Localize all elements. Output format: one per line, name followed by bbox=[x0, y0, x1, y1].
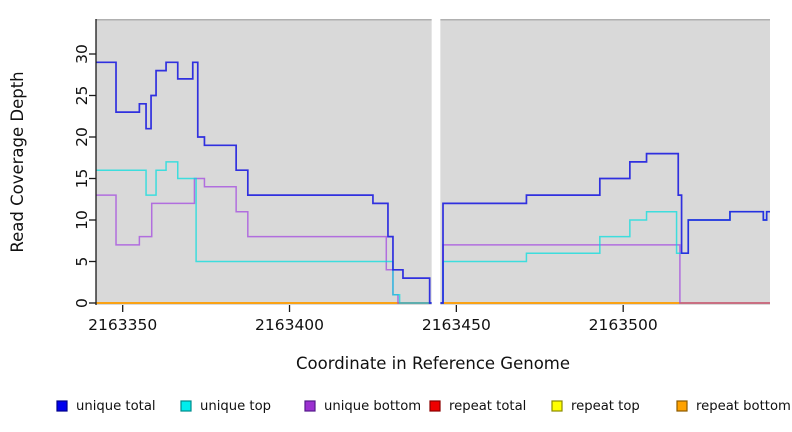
legend-swatch-repeat-total bbox=[429, 400, 441, 412]
legend-item-repeat-top: repeat top bbox=[551, 399, 640, 414]
legend-swatch-repeat-top bbox=[551, 400, 563, 412]
y-tick-label: 30 bbox=[73, 44, 91, 64]
y-tick-label: 15 bbox=[73, 169, 91, 189]
legend-label: unique bottom bbox=[324, 399, 421, 414]
legend-swatch-repeat-bottom bbox=[676, 400, 688, 412]
x-tick-label: 2163500 bbox=[589, 316, 658, 334]
y-axis-title: Read Coverage Depth bbox=[8, 71, 27, 252]
legend-item-unique-top: unique top bbox=[180, 399, 271, 414]
missing-data-gap-band bbox=[431, 18, 441, 306]
legend-swatch-unique-top bbox=[180, 400, 192, 412]
legend-swatch-unique-total bbox=[56, 400, 68, 412]
legend-item-unique-total: unique total bbox=[56, 399, 156, 414]
x-tick-label: 2163400 bbox=[255, 316, 324, 334]
axis-labels: 0 5 10 15 20 25 30 2163350 2163400 2163450 2163500… bbox=[8, 44, 658, 373]
y-tick-label: 10 bbox=[73, 210, 91, 230]
y-tick-label: 0 bbox=[73, 298, 91, 308]
legend-label: unique top bbox=[200, 399, 271, 414]
y-tick-label: 5 bbox=[73, 257, 91, 267]
legend-item-repeat-total: repeat total bbox=[429, 399, 526, 414]
x-axis-title: Coordinate in Reference Genome bbox=[296, 354, 570, 373]
axes-and-ticks bbox=[89, 19, 624, 312]
legend-swatch-unique-bottom bbox=[304, 400, 316, 412]
x-tick-label: 2163350 bbox=[88, 316, 157, 334]
legend-label: repeat top bbox=[571, 399, 640, 414]
y-tick-label: 25 bbox=[73, 86, 91, 106]
legend-label: repeat bottom bbox=[696, 399, 791, 414]
legend: unique total unique top unique bottom repea… bbox=[56, 399, 791, 414]
legend-label: unique total bbox=[76, 399, 156, 414]
legend-item-repeat-bottom: repeat bottom bbox=[676, 399, 791, 414]
x-tick-label: 2163450 bbox=[422, 316, 491, 334]
legend-item-unique-bottom: unique bottom bbox=[304, 399, 421, 414]
y-tick-label: 20 bbox=[73, 127, 91, 147]
legend-label: repeat total bbox=[449, 399, 526, 414]
series-unique-total bbox=[96, 61, 770, 304]
